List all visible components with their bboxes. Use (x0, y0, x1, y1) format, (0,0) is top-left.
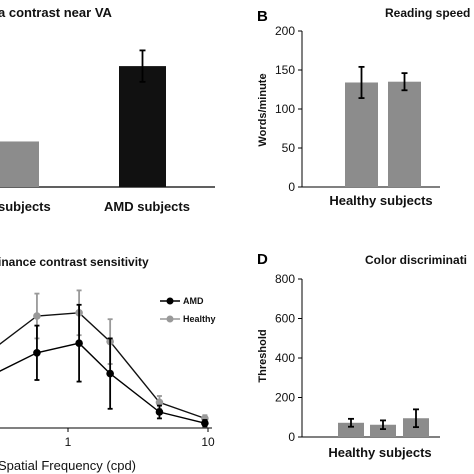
legend-amd-marker (166, 297, 174, 305)
panel-c-series-amd-point-2 (33, 349, 41, 357)
panel-d-title: Color discriminati (365, 253, 467, 267)
panel-b-x-label: Healthy subjects (329, 193, 432, 208)
panel-c-x-label: Spatial Frequency (cpd) (0, 458, 136, 473)
panel-b-y-tick-label-0: 0 (288, 180, 295, 194)
panel-b-bar-2 (388, 81, 421, 187)
panel-d-letter: D (257, 251, 268, 268)
panel-c: inance contrast sensitivity 1 10 AMD Heal… (0, 255, 216, 473)
panel-d-y-tick-label-1: 200 (275, 391, 295, 405)
panel-c-series-amd-line (0, 342, 206, 424)
panel-c-title: inance contrast sensitivity (0, 255, 149, 269)
panel-d-y-tick-label-2: 400 (275, 351, 295, 365)
panel-b-y-label: Words/minute (257, 73, 269, 146)
panel-b-y-tick-label-2: 100 (275, 102, 295, 116)
panel-c-x-tick-label-0: 1 (65, 435, 72, 449)
panel-a: a contrast near VA subjects AMD subjects (0, 5, 215, 214)
panel-d-bar-1 (338, 422, 364, 437)
panel-b-y-tick-label-4: 200 (275, 24, 295, 38)
panel-b-y-tick-label-1: 50 (282, 141, 296, 155)
panel-c-series-amd-point-5 (155, 408, 164, 416)
panel-a-category-2: AMD subjects (104, 199, 190, 214)
panel-a-bar-2 (119, 66, 166, 187)
panel-c-series-healthy-line (0, 312, 206, 420)
panel-d: D Color discriminati Threshold 0 200 400 60… (257, 251, 467, 460)
panel-c-series-amd-point-6 (201, 419, 209, 428)
panel-b-bar-1 (345, 82, 378, 187)
panel-d-y-tick-label-4: 800 (275, 272, 295, 286)
panel-b: B Reading speed Words/minute 0 50 100 150 20… (257, 6, 470, 208)
panel-b-y-tick-label-3: 150 (275, 63, 295, 77)
panel-d-y-tick-label-0: 0 (288, 430, 295, 444)
panel-b-title: Reading speed (385, 6, 470, 20)
panel-d-y-label: Threshold (257, 329, 269, 382)
panel-c-series-healthy-point-5 (155, 398, 164, 407)
panel-d-y-tick-label-3: 600 (275, 312, 295, 326)
panel-d-bar-2 (370, 424, 396, 437)
legend-amd-label: AMD (183, 296, 204, 306)
panel-c-legend: AMD Healthy (160, 296, 216, 324)
panel-a-bar-1 (0, 141, 39, 187)
panel-d-x-label: Healthy subjects (328, 445, 431, 460)
panel-c-series-amd-point-3 (75, 339, 83, 348)
panel-c-series-amd-point-4 (106, 369, 114, 378)
legend-healthy-label: Healthy (183, 314, 216, 324)
legend-healthy-marker (166, 315, 174, 323)
panel-c-x-tick-label-1: 10 (201, 435, 215, 449)
panel-a-title: a contrast near VA (0, 5, 113, 20)
panel-c-series-healthy-point-2 (33, 312, 41, 320)
panel-b-letter: B (257, 8, 268, 25)
panel-a-category-1: subjects (0, 199, 51, 214)
